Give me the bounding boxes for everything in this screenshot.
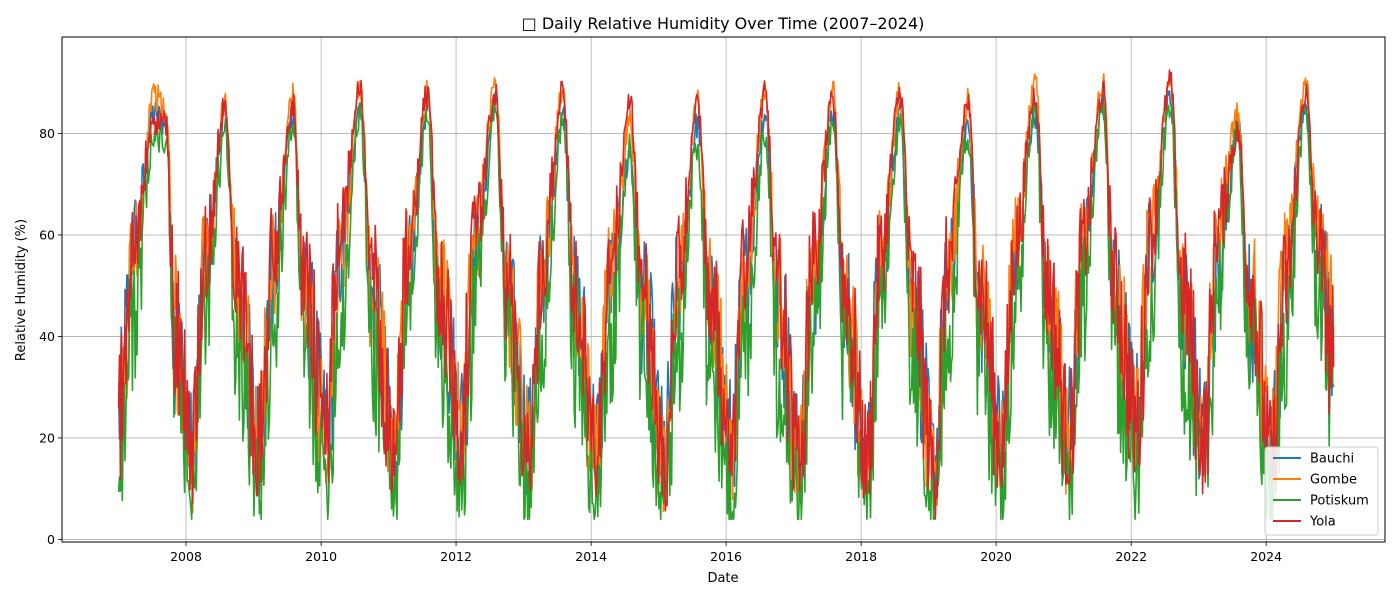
- y-tick-label: 20: [39, 430, 55, 445]
- x-tick-label: 2016: [710, 549, 742, 564]
- x-tick-label: 2008: [170, 549, 202, 564]
- legend-label-yola: Yola: [1309, 515, 1336, 530]
- x-axis: 2008 2010 2012 2014 2016 2018 2020 2022 2024: [170, 542, 1282, 564]
- y-tick-label: 60: [39, 227, 55, 242]
- legend: Bauchi Gombe Potiskum Yola: [1264, 446, 1379, 536]
- x-axis-label: Date: [707, 571, 738, 586]
- x-tick-label: 2010: [305, 549, 337, 564]
- series-line-yola: [117, 69, 1335, 520]
- y-tick-label: 40: [39, 329, 55, 344]
- legend-box: [1264, 446, 1379, 536]
- y-axis-label: Relative Humidity (%): [14, 219, 29, 361]
- x-tick-label: 2018: [845, 549, 877, 564]
- x-tick-label: 2022: [1115, 549, 1147, 564]
- chart-title: □ Daily Relative Humidity Over Time (200…: [522, 14, 925, 33]
- y-tick-label: 80: [39, 126, 55, 141]
- x-tick-label: 2014: [575, 549, 607, 564]
- legend-label-gombe: Gombe: [1310, 473, 1357, 488]
- y-tick-label: 0: [47, 532, 55, 547]
- legend-label-potiskum: Potiskum: [1310, 494, 1369, 509]
- x-tick-label: 2020: [980, 549, 1012, 564]
- y-axis: 0 20 40 60 80: [39, 126, 62, 547]
- legend-label-bauchi: Bauchi: [1310, 452, 1354, 467]
- series-layer: [117, 69, 1335, 521]
- plot-frame: [61, 36, 1386, 543]
- x-tick-label: 2024: [1250, 549, 1282, 564]
- x-tick-label: 2012: [440, 549, 472, 564]
